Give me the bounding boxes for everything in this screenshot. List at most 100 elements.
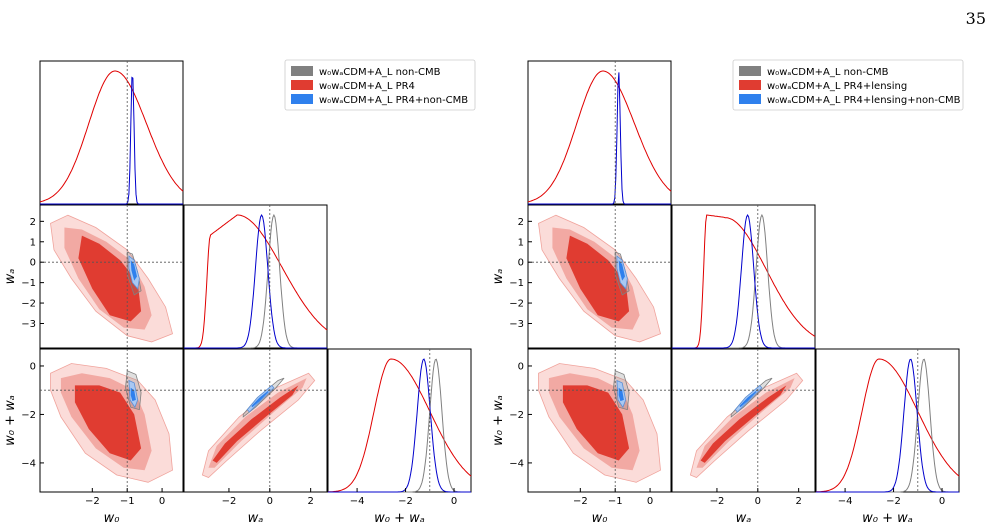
red-marginal-w0	[527, 70, 672, 203]
x-tick-label: −2	[222, 496, 237, 507]
blue-marginal-wa	[184, 213, 327, 349]
legend-label: w₀wₐCDM+A_L non-CMB	[319, 67, 441, 78]
legend-box	[284, 59, 476, 111]
legend-label: w₀wₐCDM+A_L non-CMB	[767, 67, 889, 78]
gray-marginal-wa	[672, 213, 815, 349]
y-tick-label: 1	[30, 237, 36, 248]
blue-contour-inner	[618, 260, 625, 281]
x-tick-label: 0	[647, 496, 653, 507]
x-tick-label: 0	[159, 496, 165, 507]
y-tick-label: −2	[21, 410, 36, 421]
blue-marginal-w0wa	[816, 358, 959, 493]
legend-swatch	[291, 66, 313, 76]
legend-label: w₀wₐCDM+A_L PR4	[319, 81, 415, 92]
x-axis-label: wₐ	[248, 511, 264, 526]
x-tick-label: −2	[85, 496, 100, 507]
y-tick-label: −4	[509, 458, 524, 469]
x-tick-label: −1	[608, 496, 623, 507]
legend-swatch	[739, 66, 761, 76]
panel-frame	[527, 348, 672, 493]
x-tick-label: −2	[710, 496, 725, 507]
y-axis-label: wₐ	[3, 269, 18, 285]
legend-label: w₀wₐCDM+A_L PR4+lensing	[767, 81, 907, 92]
red-contour-inner	[566, 235, 630, 322]
y-tick-label: 0	[30, 361, 36, 372]
x-tick-label: −2	[886, 496, 901, 507]
x-tick-label: −2	[573, 496, 588, 507]
blue-contour-inner	[130, 387, 136, 402]
red-marginal-wa	[184, 214, 328, 349]
x-axis-label: w₀	[592, 511, 609, 526]
blue-marginal-wa	[672, 213, 815, 349]
red-marginal-w0wa	[815, 358, 960, 493]
y-tick-label: 2	[30, 217, 36, 228]
x-axis-label: wₐ	[736, 511, 752, 526]
blue-marginal-w0	[528, 72, 671, 205]
y-tick-label: −2	[509, 299, 524, 310]
panel-frame	[39, 348, 184, 493]
x-tick-label: −4	[838, 496, 853, 507]
x-tick-label: 0	[451, 496, 457, 507]
y-tick-label: −1	[21, 278, 36, 289]
y-axis-label: w₀ + wₐ	[491, 395, 506, 446]
panel-frame	[815, 348, 960, 493]
panel-frame	[671, 348, 816, 493]
blue-marginal-w0wa	[328, 358, 471, 493]
panel-frame	[183, 204, 328, 349]
y-tick-label: −3	[21, 319, 36, 330]
red-marginal-w0wa	[327, 358, 472, 493]
x-tick-label: 2	[307, 496, 313, 507]
red-contour-inner	[78, 235, 142, 322]
blue-contour-inner	[251, 390, 269, 408]
y-tick-label: −3	[509, 319, 524, 330]
panel-frame	[183, 348, 328, 493]
x-tick-label: −1	[120, 496, 135, 507]
y-tick-label: 0	[30, 258, 36, 269]
corner-plot-right: −2 −1 0 −2 0 2 −4 −2 0 2 1 0 −1 −2 −3 0 −2 −4 w₀ wₐ w₀ + wₐ w…	[491, 59, 964, 526]
x-tick-label: 0	[939, 496, 945, 507]
page-number: 35	[965, 9, 986, 28]
panel-frame	[39, 60, 184, 205]
x-tick-label: −2	[398, 496, 413, 507]
red-marginal-wa	[672, 214, 816, 349]
x-tick-label: 0	[755, 496, 761, 507]
y-axis-label: wₐ	[491, 269, 506, 285]
blue-contour-inner	[739, 390, 757, 408]
y-tick-label: 1	[518, 237, 524, 248]
blue-contour-inner	[130, 260, 137, 281]
legend-swatch	[291, 80, 313, 90]
y-tick-label: −2	[509, 410, 524, 421]
blue-contour-inner	[618, 387, 624, 402]
blue-marginal-w0	[40, 76, 183, 205]
x-tick-label: −4	[350, 496, 365, 507]
panel-frame	[527, 60, 672, 205]
legend-swatch	[291, 94, 313, 104]
panel-frame	[671, 204, 816, 349]
red-marginal-w0	[39, 70, 184, 203]
y-tick-label: −4	[21, 458, 36, 469]
panel-frame	[527, 204, 672, 349]
legend-label: w₀wₐCDM+A_L PR4+non-CMB	[319, 95, 468, 106]
y-tick-label: −2	[21, 299, 36, 310]
red-contour-inner	[700, 385, 787, 463]
y-tick-label: 2	[518, 217, 524, 228]
gray-marginal-wa	[184, 213, 327, 349]
panel-frame	[327, 348, 472, 493]
x-axis-label: w₀ + wₐ	[862, 511, 913, 526]
x-axis-label: w₀	[104, 511, 121, 526]
legend-label: w₀wₐCDM+A_L PR4+lensing+non-CMB	[767, 95, 961, 106]
y-tick-label: 0	[518, 361, 524, 372]
red-contour-inner	[212, 385, 299, 463]
y-axis-label: w₀ + wₐ	[3, 395, 18, 446]
red-contour-inner	[74, 385, 142, 461]
gray-marginal-w0wa	[328, 358, 471, 493]
red-contour-inner	[562, 385, 630, 461]
x-axis-label: w₀ + wₐ	[374, 511, 425, 526]
x-tick-label: 2	[795, 496, 801, 507]
gray-marginal-w0wa	[816, 358, 959, 493]
x-tick-label: 0	[267, 496, 273, 507]
corner-plot-left: −2 −1 0 −2 0 2 −4 −2 0 2 1 0 −1 −2 −3 0 −2 −4 w₀ wₐ w₀ + wₐ w…	[3, 59, 476, 526]
y-tick-label: 0	[518, 258, 524, 269]
legend-swatch	[739, 80, 761, 90]
